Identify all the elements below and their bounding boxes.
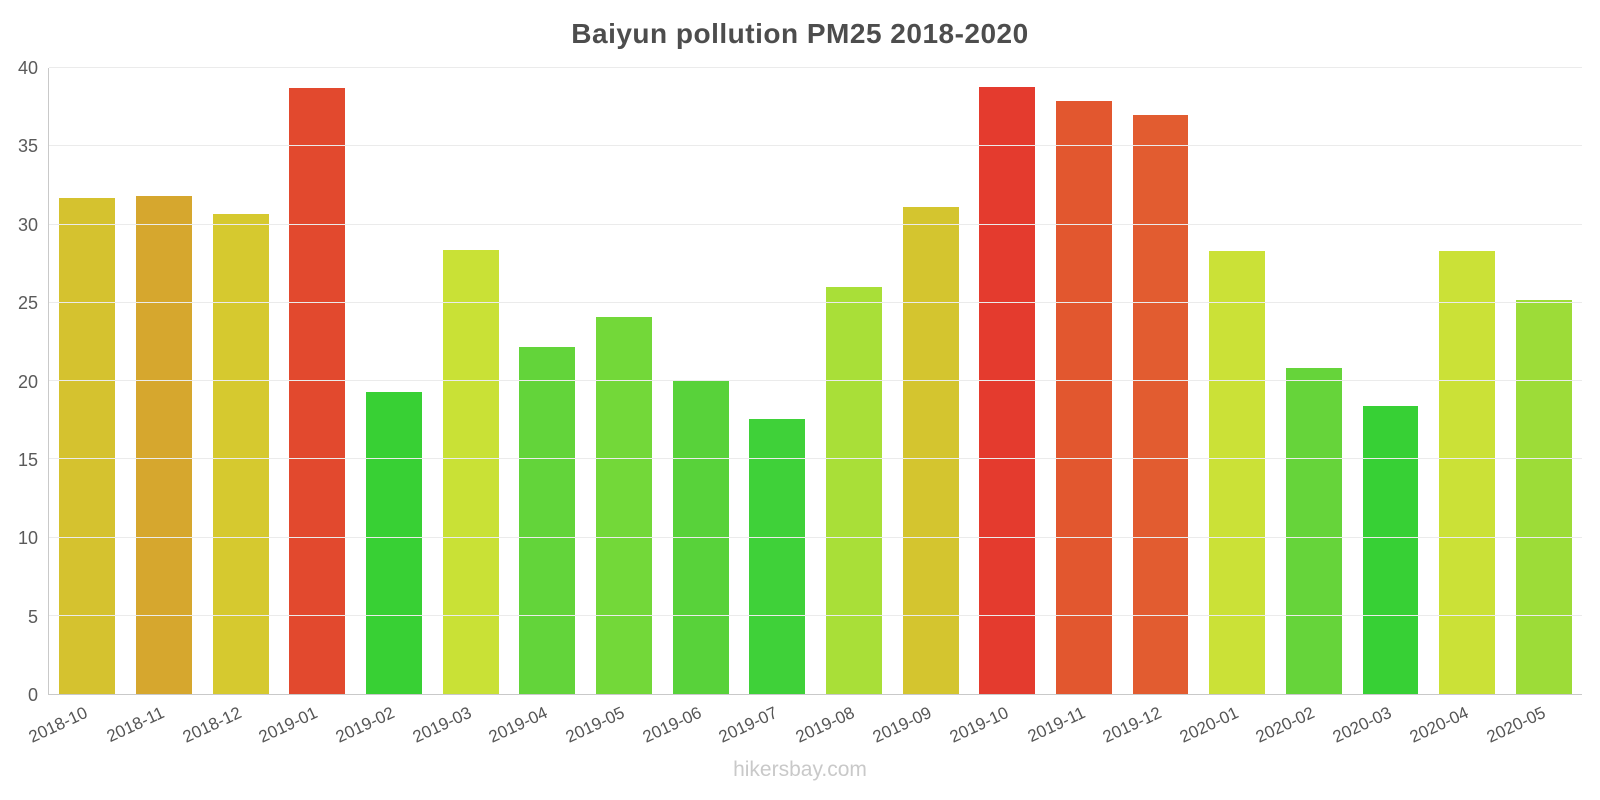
- y-tick-label: 0: [27, 685, 38, 705]
- gridline: [49, 145, 1582, 147]
- bar-2018-12[interactable]: [212, 213, 269, 694]
- bar-slot: [279, 68, 356, 694]
- x-tick-label: 2018-10: [25, 703, 91, 747]
- bar-slot: [432, 68, 509, 694]
- gridline: [49, 223, 1582, 225]
- bar-2018-10[interactable]: [59, 197, 116, 694]
- y-tick-label: 5: [27, 606, 38, 627]
- gridline: [49, 614, 1582, 616]
- bar-slot: [1046, 68, 1123, 694]
- bar-2019-12[interactable]: [1132, 114, 1189, 694]
- bar-slot: [202, 68, 279, 694]
- bar-slot: [969, 68, 1046, 694]
- y-tick-label: 10: [17, 528, 38, 549]
- bar-2019-06[interactable]: [672, 381, 729, 694]
- bar-slot: [816, 68, 893, 694]
- bar-2019-10[interactable]: [979, 86, 1036, 694]
- gridline: [49, 458, 1582, 460]
- bar-slot: [509, 68, 586, 694]
- gridline: [49, 301, 1582, 303]
- bar-2019-11[interactable]: [1055, 100, 1112, 694]
- bar-slot: [1352, 68, 1429, 694]
- bar-slot: [662, 68, 739, 694]
- bar-slot: [892, 68, 969, 694]
- bar-slot: [356, 68, 433, 694]
- bar-chart: 0 5 10 15 20 25 30 35 40 2018-10 2018-11 2018-12 20…: [8, 59, 1582, 765]
- y-tick-label: 15: [17, 449, 38, 470]
- x-slot: 2020-05: [1483, 695, 1582, 765]
- bar-2019-07[interactable]: [749, 418, 806, 694]
- bar-slot: [1429, 68, 1506, 694]
- bar-2019-03[interactable]: [442, 249, 499, 694]
- bar-2020-02[interactable]: [1285, 368, 1342, 694]
- y-tick-label: 25: [17, 293, 38, 314]
- y-tick-label: 20: [17, 371, 38, 392]
- x-axis-labels: 2018-10 2018-11 2018-12 2019-01 2019-02 2019-…: [26, 695, 1582, 765]
- bar-2019-09[interactable]: [902, 207, 959, 694]
- bar-2020-01[interactable]: [1209, 251, 1266, 694]
- footer-watermark: hikersbay.com: [733, 758, 867, 781]
- bar-2019-05[interactable]: [595, 316, 652, 694]
- y-tick-label: 35: [17, 136, 38, 157]
- gridline: [49, 380, 1582, 381]
- bar-2019-08[interactable]: [825, 287, 882, 694]
- bar-slot: [1276, 68, 1353, 694]
- bar-slot: [586, 68, 663, 694]
- y-axis-labels: 0 5 10 15 20 25 30 35 40: [8, 59, 48, 704]
- bar-2020-05[interactable]: [1515, 299, 1572, 694]
- y-tick-label: 40: [17, 58, 38, 78]
- bar-2019-04[interactable]: [519, 346, 576, 694]
- bar-2018-11[interactable]: [136, 196, 192, 694]
- bar-slot: [126, 68, 203, 694]
- bar-slot: [739, 68, 816, 694]
- bar-slot: [1505, 68, 1582, 694]
- bar-slot: [1122, 68, 1199, 694]
- bar-2020-04[interactable]: [1439, 251, 1496, 694]
- plot-area: [48, 67, 1582, 695]
- bar-2020-03[interactable]: [1362, 406, 1419, 694]
- y-tick-label: 30: [17, 214, 38, 235]
- bar-slot: [49, 68, 126, 694]
- bar-slot: [1199, 68, 1276, 694]
- bars: [49, 68, 1582, 694]
- chart-title: Baiyun pollution PM25 2018-2020: [571, 18, 1029, 49]
- bar-2019-02[interactable]: [365, 391, 422, 694]
- gridline: [49, 67, 1582, 68]
- gridline: [49, 536, 1582, 538]
- bar-2019-01[interactable]: [289, 88, 346, 694]
